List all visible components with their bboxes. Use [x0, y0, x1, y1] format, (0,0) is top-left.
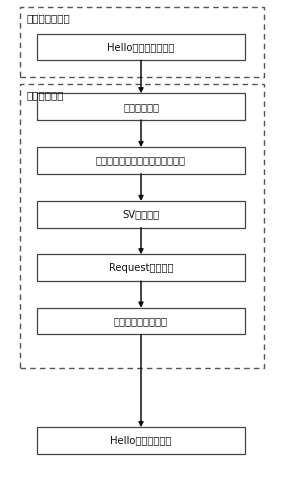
Bar — [20, 84, 264, 368]
Text: 目的地为对方节点的数据分组发送: 目的地为对方节点的数据分组发送 — [96, 156, 186, 165]
Bar — [37, 147, 245, 174]
Text: 数据分组发送与处理: 数据分组发送与处理 — [114, 316, 168, 326]
Text: Hello消息周期性广播: Hello消息周期性广播 — [107, 42, 175, 52]
Bar — [37, 427, 245, 454]
Bar — [20, 7, 264, 77]
Text: 节点未相遇阶段: 节点未相遇阶段 — [27, 13, 70, 23]
Bar — [37, 93, 245, 120]
Bar — [37, 34, 245, 60]
Bar — [37, 308, 245, 334]
Text: Request消息发送: Request消息发送 — [109, 263, 173, 273]
Text: Hello消息按需广播: Hello消息按需广播 — [110, 436, 172, 446]
Text: 节点相遇感知: 节点相遇感知 — [123, 102, 159, 112]
Bar — [37, 254, 245, 281]
Bar — [37, 201, 245, 228]
Text: 节点相遇阶段: 节点相遇阶段 — [27, 90, 64, 100]
Text: SV消息发送: SV消息发送 — [122, 209, 160, 219]
